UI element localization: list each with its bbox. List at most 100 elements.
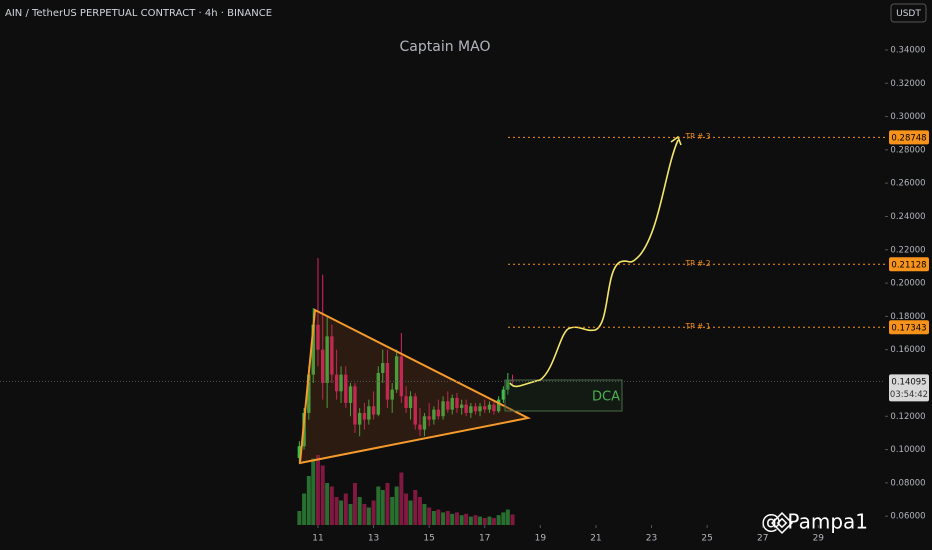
- candle-body: [501, 389, 506, 400]
- x-tick-label: 25: [701, 534, 712, 544]
- x-tick-label: 11: [312, 534, 323, 544]
- candle-body: [325, 336, 329, 383]
- y-tick-label: 0.12000: [890, 412, 925, 422]
- candle-body: [371, 406, 376, 415]
- volume-bar: [464, 513, 469, 525]
- volume-bar: [436, 509, 441, 525]
- level-price: 0.21128: [891, 260, 926, 270]
- volume-bar: [385, 483, 390, 525]
- y-tick-label: 0.30000: [890, 112, 925, 122]
- x-tick-label: 19: [535, 534, 547, 544]
- candle-body: [399, 356, 404, 397]
- volume-bar: [394, 486, 399, 525]
- volume-bar: [343, 493, 348, 525]
- candle-body: [464, 404, 468, 413]
- candle-body: [441, 401, 445, 417]
- y-tick-label: 0.26000: [890, 179, 925, 189]
- volume-bar: [357, 497, 362, 525]
- volume-bar: [505, 509, 510, 525]
- level-price-box: [889, 257, 929, 272]
- volume-bar: [510, 514, 515, 525]
- volume-bar: [450, 513, 455, 525]
- candle-body: [427, 416, 431, 420]
- x-tick-label: 21: [590, 534, 601, 544]
- candle-body: [432, 409, 436, 420]
- candle-body: [496, 399, 501, 412]
- candle-body: [478, 406, 482, 412]
- candle-body: [483, 406, 487, 410]
- level-price-box: [889, 130, 929, 145]
- volume-bar: [468, 516, 473, 525]
- volume-bar: [399, 472, 404, 525]
- volume-bar: [390, 497, 395, 525]
- signature-icon: [771, 512, 793, 534]
- volume-bar: [380, 490, 385, 525]
- volume-bar: [427, 507, 432, 525]
- volume-bar: [413, 490, 418, 525]
- candle-body: [334, 374, 339, 392]
- candle-body: [492, 404, 496, 412]
- candle-body: [404, 396, 408, 408]
- volume-bar: [352, 483, 357, 525]
- volume-bar: [371, 500, 376, 525]
- volume-bar: [408, 500, 413, 525]
- candle-body: [408, 396, 413, 408]
- candle-body: [307, 374, 311, 413]
- candle-body: [394, 356, 399, 390]
- volume-bar: [459, 515, 464, 525]
- candle-body: [418, 424, 422, 430]
- y-tick-label: 0.06000: [890, 512, 925, 522]
- volume-bar: [297, 511, 302, 525]
- chart-title: AIN / TetherUS PERPETUAL CONTRACT · 4h ·…: [5, 8, 272, 19]
- last-price-box: [889, 374, 929, 402]
- volume-bar: [306, 476, 311, 525]
- candle-body: [455, 397, 459, 408]
- y-tick-label: 0.34000: [890, 45, 925, 55]
- volume-bar: [501, 512, 506, 525]
- candle-body: [316, 324, 320, 350]
- volume-bar: [325, 483, 330, 525]
- candle-body: [469, 406, 473, 413]
- volume-bar: [478, 516, 483, 525]
- volume-bar: [422, 504, 427, 525]
- candle-body: [390, 389, 394, 400]
- candle-body: [446, 401, 450, 410]
- volume-bar: [454, 512, 459, 525]
- y-tick-label: 0.10000: [890, 445, 925, 455]
- volume-bar: [473, 515, 478, 525]
- candle-body: [487, 404, 492, 410]
- volume-bar: [404, 493, 409, 525]
- candle-body: [321, 349, 325, 383]
- level-name: TP # 1: [685, 322, 711, 331]
- volume-bar: [362, 504, 367, 525]
- volume-bar: [329, 486, 334, 525]
- candle-body: [413, 396, 417, 425]
- currency[interactable]: USDT: [896, 9, 921, 19]
- candle-body: [311, 324, 315, 375]
- annotation: DCA: [592, 390, 620, 405]
- volume-bar: [320, 465, 325, 525]
- level-price: 0.17343: [891, 323, 926, 333]
- countdown: 03:54:42: [890, 390, 928, 400]
- x-tick-label: 23: [646, 534, 657, 544]
- volume-bar: [334, 497, 339, 525]
- volume-bar: [482, 518, 487, 525]
- volume-bar: [431, 511, 436, 525]
- x-tick-label: 15: [423, 534, 434, 544]
- volume-bar: [366, 507, 371, 525]
- candle-body: [459, 404, 464, 408]
- currency-box[interactable]: [890, 3, 927, 23]
- y-tick-label: 0.16000: [890, 345, 925, 355]
- last-price: 0.14095: [891, 377, 926, 387]
- candle-body: [506, 379, 510, 390]
- candle-body: [362, 412, 367, 420]
- candle-body: [344, 374, 348, 403]
- triangle-pattern: [298, 308, 532, 465]
- level-price: 0.28748: [891, 133, 926, 143]
- candle-body: [348, 386, 353, 403]
- candle-body: [367, 406, 371, 420]
- volume-bar: [311, 458, 316, 525]
- candle-body: [339, 374, 343, 392]
